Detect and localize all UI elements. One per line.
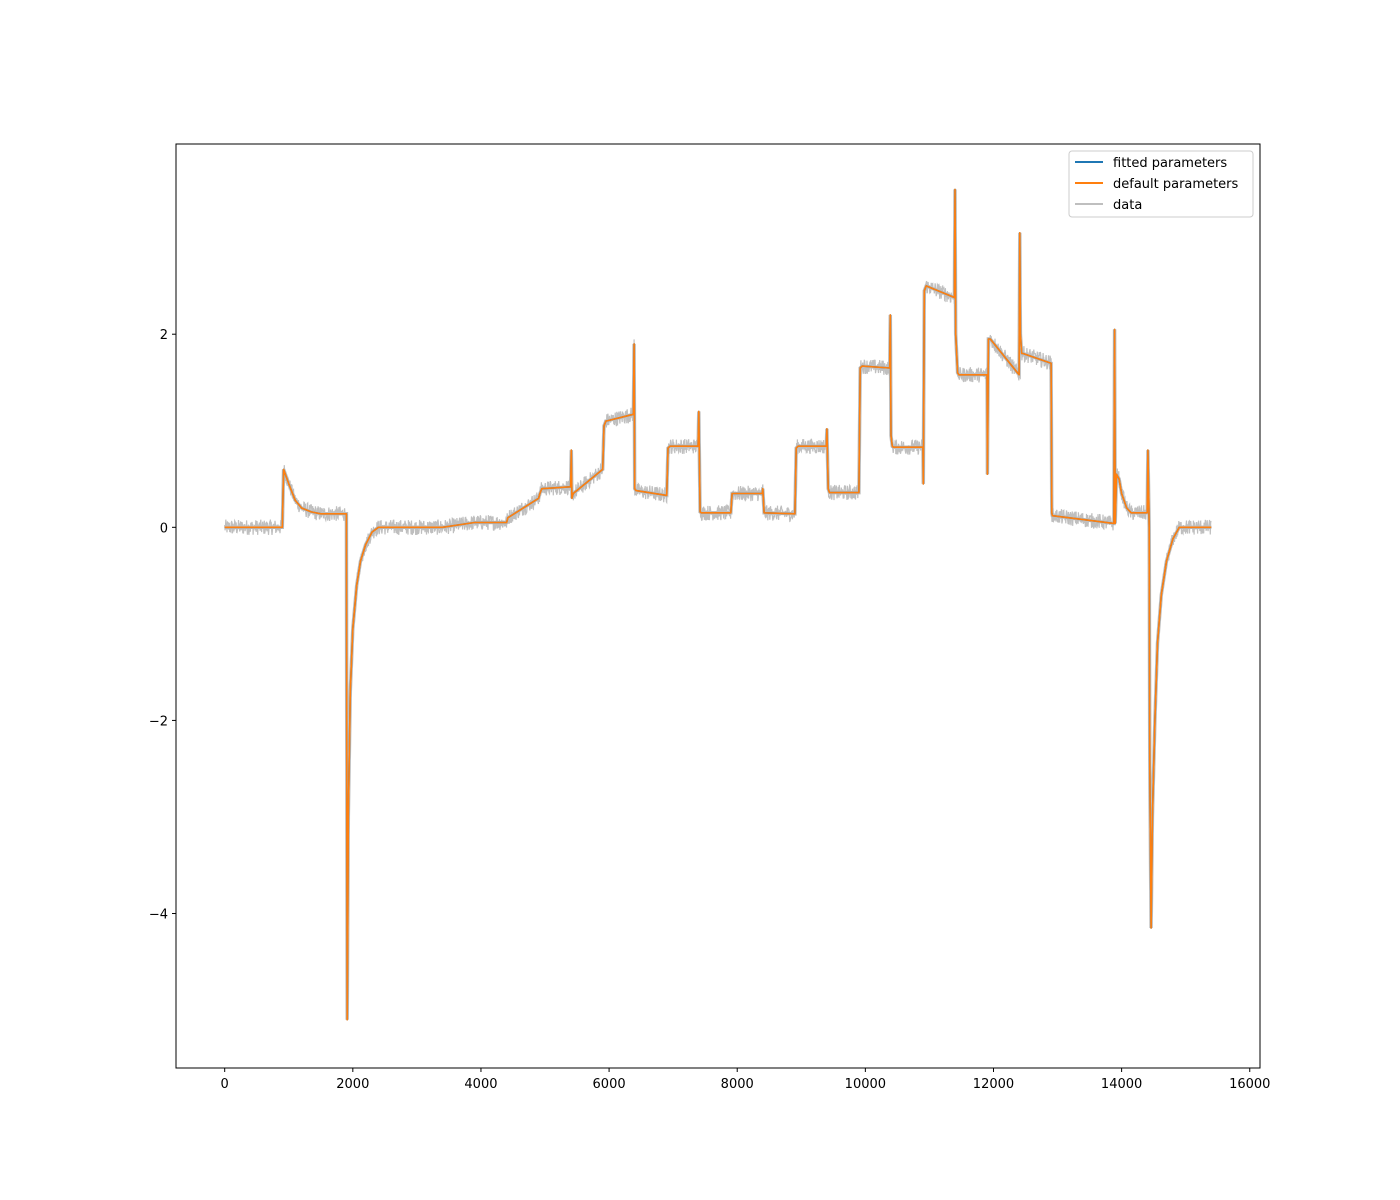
series-default-line — [224, 188, 1212, 1021]
x-tick-label: 6000 — [593, 1077, 626, 1092]
legend-label-fitted: fitted parameters — [1113, 156, 1227, 171]
axes-frame — [175, 143, 1261, 1069]
y-tick-label: 0 — [160, 521, 168, 536]
legend-label-default: default parameters — [1113, 177, 1239, 192]
x-tick-label: 0 — [221, 1077, 229, 1092]
y-tick-label: 2 — [160, 328, 168, 343]
axes: 0 2000 4000 6000 8000 10000 12000 14000 16000 2 0 −… — [149, 143, 1270, 1092]
x-tick-label: 16000 — [1229, 1077, 1270, 1092]
legend-frame — [1068, 150, 1254, 218]
x-tick-label: 4000 — [464, 1077, 497, 1092]
x-tick-label: 2000 — [336, 1077, 369, 1092]
x-tick-label: 12000 — [973, 1077, 1014, 1092]
y-tick-label: −4 — [149, 908, 168, 923]
plot-area — [224, 188, 1212, 1021]
x-tick-label: 8000 — [721, 1077, 754, 1092]
x-tick-label: 14000 — [1101, 1077, 1142, 1092]
legend-label-data: data — [1113, 198, 1142, 213]
y-tick-label: −2 — [149, 714, 168, 729]
x-tick-label: 10000 — [845, 1077, 886, 1092]
legend: fitted parameters default parameters dat… — [1068, 150, 1254, 218]
